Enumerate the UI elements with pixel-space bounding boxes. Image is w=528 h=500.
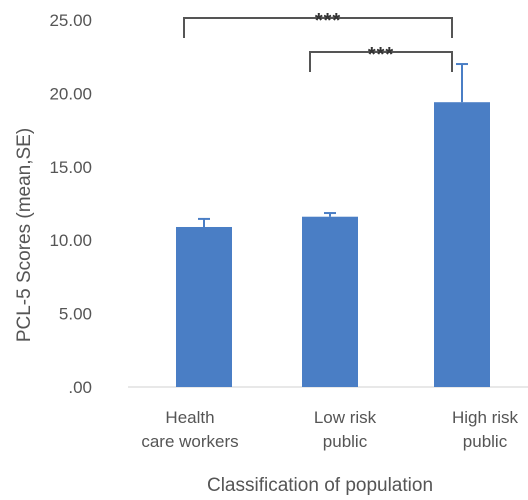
bar bbox=[176, 226, 232, 387]
y-tick-label: .00 bbox=[68, 378, 92, 397]
x-tick-label: Low risk bbox=[314, 408, 377, 427]
significance-brackets: *** *** bbox=[183, 10, 453, 72]
y-axis-ticks: 25.00 20.00 15.00 10.00 5.00 .00 bbox=[49, 11, 92, 397]
bar bbox=[302, 216, 358, 387]
y-tick-label: 10.00 bbox=[49, 231, 92, 250]
y-axis-title: PCL-5 Scores (mean,SE) bbox=[14, 128, 35, 342]
x-tick-label: public bbox=[463, 432, 508, 451]
significance-label: *** bbox=[315, 10, 341, 32]
x-tick-label: public bbox=[323, 432, 368, 451]
y-tick-label: 15.00 bbox=[49, 158, 92, 177]
bar bbox=[434, 102, 490, 387]
x-tick-label: High risk bbox=[452, 408, 519, 427]
significance-bracket bbox=[309, 51, 453, 72]
y-tick-label: 25.00 bbox=[49, 11, 92, 30]
error-bars bbox=[198, 63, 468, 227]
significance-bracket bbox=[183, 17, 453, 38]
error-bar bbox=[324, 212, 336, 217]
error-bar bbox=[456, 63, 468, 103]
y-tick-label: 20.00 bbox=[49, 84, 92, 103]
significance-label: *** bbox=[368, 44, 394, 66]
x-axis-title: Classification of population bbox=[207, 475, 433, 496]
error-bar bbox=[198, 217, 210, 227]
x-tick-label: care workers bbox=[141, 432, 238, 451]
x-tick-label: Health bbox=[165, 408, 214, 427]
y-tick-label: 5.00 bbox=[59, 305, 92, 324]
category-labels: Health care workers Low risk public High ris… bbox=[141, 408, 518, 451]
bars bbox=[176, 102, 490, 387]
